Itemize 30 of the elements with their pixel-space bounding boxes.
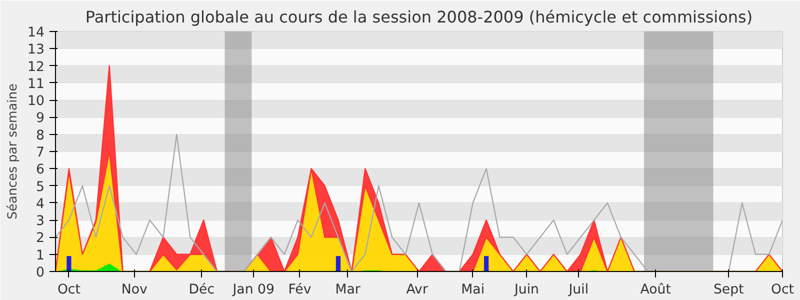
y-tick-label: 3 [36,214,45,230]
x-tick-label: Jan 09 [232,282,274,298]
y-tick-label: 5 [36,180,45,195]
y-tick-label: 12 [28,60,45,75]
x-tick-label: Mai [461,282,485,298]
y-axis-title: Séances par semaine [4,83,20,220]
y-tick-label: 9 [36,111,45,126]
y-tick-label: 4 [36,196,45,212]
x-tick-label: Août [640,282,671,298]
y-tick-label: 2 [36,231,45,246]
x-tick-label: Fév [288,282,312,298]
x-tick-label: Oct [770,282,794,298]
y-tick-label: 11 [28,76,45,92]
x-tick-label: Déc [188,282,215,298]
x-tick-label: Nov [121,282,148,298]
x-tick-label: Juin [513,282,539,298]
x-tick-label: Avr [406,282,428,298]
x-tick-label: Oct [57,282,80,298]
y-tick-label: 14 [28,26,45,40]
chart-title: Participation globale au cours de la session 2008-2009 (hémicycle et commissions) [85,8,753,26]
y-tick-label: 7 [36,146,45,160]
y-tick-label: 13 [28,42,45,58]
y-tick-label: 0 [36,266,45,280]
y-tick-label: 8 [36,128,45,144]
x-tick-label: Sept [713,282,744,298]
x-tick-label: Juil [568,282,589,298]
x-tick-label: Mar [335,282,361,298]
y-tick-label: 6 [36,162,45,178]
y-tick-label: 1 [36,248,45,264]
y-tick-label: 10 [28,94,45,110]
